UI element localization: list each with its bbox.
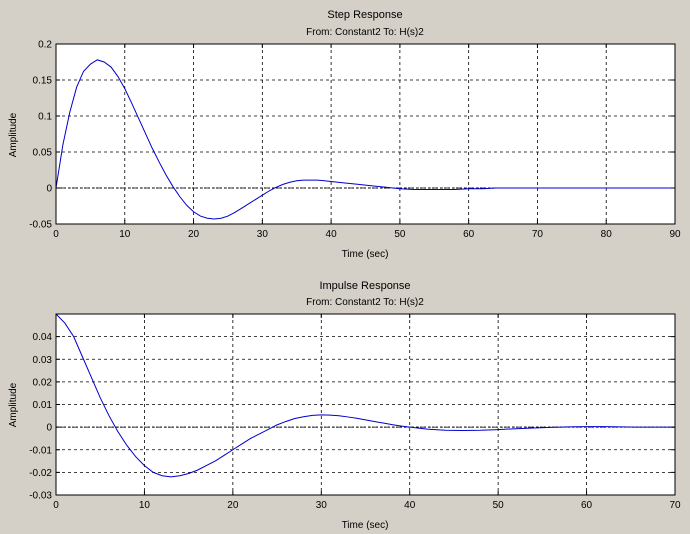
- y-axis-label: Amplitude: [8, 112, 19, 157]
- x-tick-label: 0: [53, 500, 59, 511]
- x-tick-label: 90: [669, 229, 681, 240]
- y-tick-label: 0.04: [33, 332, 53, 343]
- x-tick-label: 20: [227, 500, 239, 511]
- x-tick-label: 70: [532, 229, 544, 240]
- y-tick-label: -0.02: [29, 468, 52, 479]
- y-tick-label: -0.05: [29, 220, 52, 231]
- y-tick-label: 0.2: [38, 40, 52, 51]
- chart-title: Impulse Response: [319, 280, 410, 292]
- x-tick-label: 70: [669, 500, 681, 511]
- x-tick-label: 40: [404, 500, 416, 511]
- y-tick-label: 0: [46, 423, 52, 434]
- x-tick-label: 10: [139, 500, 151, 511]
- x-tick-label: 30: [257, 229, 269, 240]
- impulse-plot-area: 0 10 20 30 40 50 60 70 -0.03 -0.02 -0.01 0 0.01 0.02 0…: [29, 313, 681, 511]
- step-response-panel: Step Response From: Constant2 To: H(s)2 …: [8, 9, 681, 260]
- x-tick-label: 60: [463, 229, 475, 240]
- x-tick-label: 20: [188, 229, 200, 240]
- x-axis-label: Time (sec): [342, 520, 389, 531]
- x-tick-label: 50: [394, 229, 406, 240]
- chart-subtitle: From: Constant2 To: H(s)2: [306, 297, 424, 308]
- x-tick-label: 60: [581, 500, 593, 511]
- y-tick-label: 0.03: [33, 355, 53, 366]
- x-tick-label: 0: [53, 229, 59, 240]
- x-tick-label: 50: [493, 500, 505, 511]
- response-curve: [55, 59, 675, 220]
- x-tick-label: 10: [119, 229, 131, 240]
- y-tick-label: 0.1: [38, 112, 52, 123]
- chart-subtitle: From: Constant2 To: H(s)2: [306, 27, 424, 38]
- response-curve: [55, 313, 675, 478]
- y-tick-label: 0.05: [33, 148, 53, 159]
- chart-title: Step Response: [327, 9, 402, 21]
- x-tick-label: 40: [326, 229, 338, 240]
- axes-frame: [55, 43, 676, 225]
- impulse-response-panel: Impulse Response From: Constant2 To: H(s…: [8, 280, 681, 531]
- x-tick-label: 80: [601, 229, 613, 240]
- y-tick-label: -0.03: [29, 491, 52, 502]
- y-tick-label: -0.01: [29, 445, 52, 456]
- y-axis-label: Amplitude: [8, 382, 19, 427]
- plot-background: [56, 44, 675, 224]
- x-axis-label: Time (sec): [342, 249, 389, 260]
- y-tick-label: 0.01: [33, 400, 53, 411]
- y-tick-label: 0: [46, 184, 52, 195]
- y-tick-label: 0.02: [33, 377, 53, 388]
- x-tick-label: 30: [316, 500, 328, 511]
- y-tick-label: 0.15: [33, 76, 53, 87]
